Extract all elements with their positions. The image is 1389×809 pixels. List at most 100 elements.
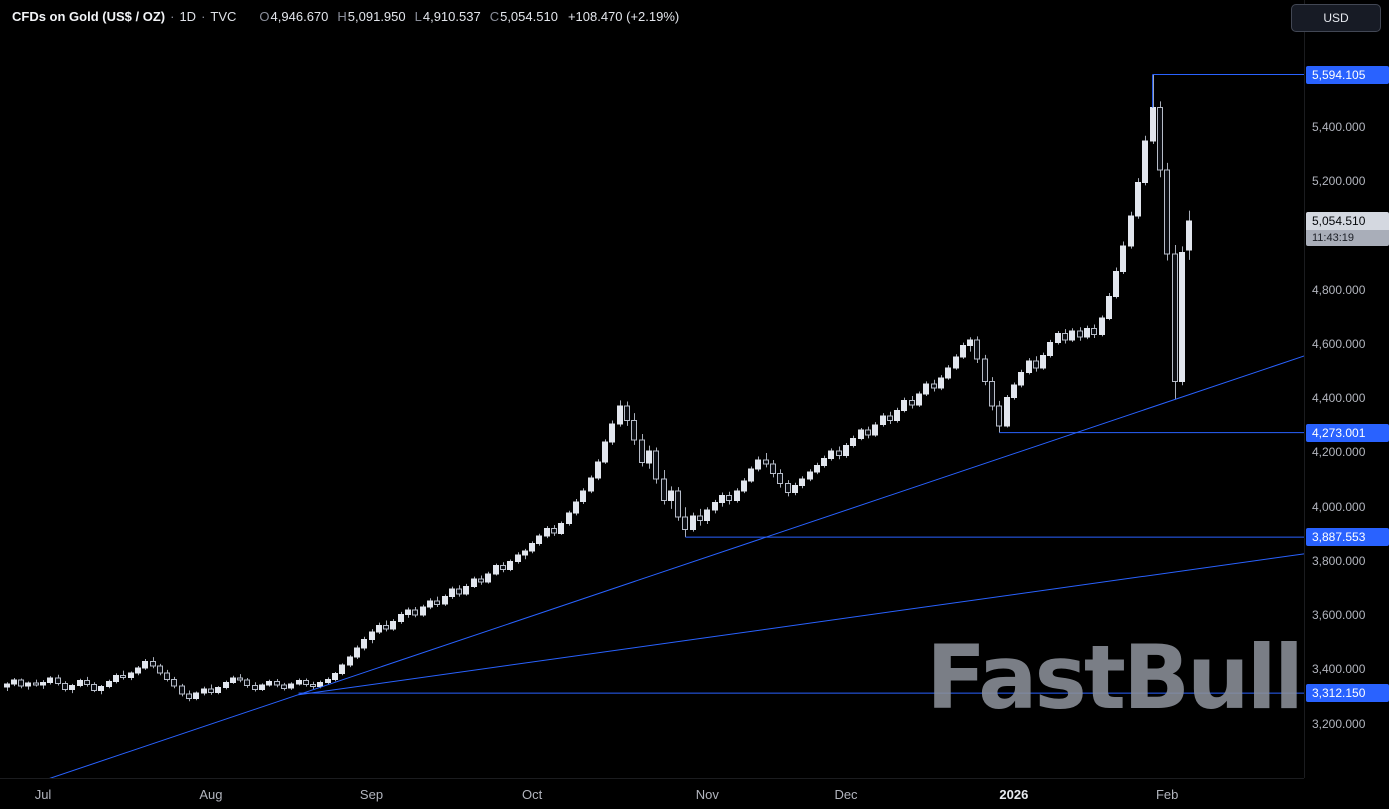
price-tick-label: 4,800.000 <box>1312 282 1366 297</box>
price-tick-label: 4,000.000 <box>1312 499 1366 514</box>
price-tick-label: 4,200.000 <box>1312 445 1366 460</box>
candle <box>1135 182 1141 217</box>
time-tick-label: Aug <box>199 787 223 802</box>
time-tick-label: Sep <box>359 787 384 802</box>
candle <box>47 677 53 683</box>
candle <box>617 405 623 425</box>
price-tick-label: 5,400.000 <box>1312 120 1366 135</box>
price-tick-label: 4,600.000 <box>1312 337 1366 351</box>
candle <box>1172 253 1178 382</box>
candle <box>208 688 214 693</box>
candle <box>595 461 601 479</box>
candle <box>11 679 17 685</box>
candle <box>1186 220 1192 251</box>
exchange-label: TVC <box>210 9 237 24</box>
candle <box>274 681 280 686</box>
candle <box>91 684 97 691</box>
candle <box>828 450 834 459</box>
candle <box>960 344 966 358</box>
candle <box>507 560 513 571</box>
candle <box>1062 333 1068 341</box>
candle <box>1150 107 1156 142</box>
currency-toggle-button[interactable]: USD <box>1291 4 1381 32</box>
candle <box>500 565 506 571</box>
candle <box>529 543 535 552</box>
candle <box>887 415 893 421</box>
candle <box>544 527 550 537</box>
candle <box>836 450 842 457</box>
legend-separator: · <box>201 9 206 24</box>
candle <box>18 679 24 687</box>
candle <box>230 677 236 683</box>
time-tick-label: Oct <box>521 787 543 802</box>
candle <box>485 573 491 583</box>
candle <box>967 339 973 346</box>
candle <box>288 683 294 689</box>
candle <box>1033 360 1039 369</box>
candle <box>347 656 353 666</box>
timeframe-label[interactable]: 1D <box>179 9 197 24</box>
candle <box>383 624 389 630</box>
time-axis[interactable]: Jul Aug Sep Oct Nov Dec 2026 Feb <box>0 778 1304 809</box>
candle <box>624 405 630 421</box>
candlestick-plot[interactable] <box>0 0 1304 778</box>
candle <box>1047 342 1053 356</box>
candle <box>821 457 827 466</box>
time-tick-label: Feb <box>1155 787 1179 802</box>
candle <box>865 429 871 436</box>
candle <box>690 515 696 531</box>
candle <box>916 393 922 406</box>
candle <box>259 684 265 690</box>
trendline[interactable] <box>298 541 1305 696</box>
low-value: 4,910.537 <box>422 9 481 24</box>
ohlc-values: O4,946.670 H5,091.950 L4,910.537 C5,054.510 <box>250 9 558 24</box>
candle <box>566 512 572 525</box>
candle <box>653 450 659 480</box>
candle <box>931 383 937 389</box>
price-tick-label: 3,400.000 <box>1312 662 1366 677</box>
candle <box>777 473 783 485</box>
symbol-title[interactable]: CFDs on Gold (US$ / OZ) <box>12 9 166 24</box>
candle <box>296 680 302 685</box>
candle <box>69 685 75 691</box>
candle <box>266 681 272 686</box>
price-axis[interactable]: 5,400.000 5,200.000 4,800.000 4,600.000 4,40… <box>1304 0 1389 778</box>
candle <box>179 685 185 695</box>
candle <box>325 679 331 683</box>
candle <box>33 682 39 686</box>
last-price-axis-label: 5,054.510 11:43:19 <box>1306 211 1389 246</box>
open-label: O <box>259 9 270 24</box>
price-tick-label: 4,400.000 <box>1312 391 1366 406</box>
candle <box>785 483 791 494</box>
candle <box>463 585 469 595</box>
candle <box>515 554 521 562</box>
candle <box>646 450 652 464</box>
candle <box>588 477 594 492</box>
candle <box>763 459 769 465</box>
candle <box>675 490 681 518</box>
candle <box>799 478 805 486</box>
candle <box>748 468 754 482</box>
candle <box>420 606 426 616</box>
candle <box>193 692 199 700</box>
drawings[interactable] <box>21 74 1305 778</box>
trendline[interactable] <box>21 326 1304 778</box>
candle <box>310 684 316 688</box>
candle <box>442 596 448 605</box>
price-level-axis-label: 3,312.150 <box>1306 684 1389 703</box>
candle <box>1106 296 1112 319</box>
candle <box>157 665 163 674</box>
candle <box>631 419 637 441</box>
last-price-value: 5,054.510 <box>1306 211 1389 230</box>
high-value: 5,091.950 <box>347 9 406 24</box>
candle <box>573 501 579 514</box>
candle <box>792 485 798 493</box>
candle <box>106 681 112 688</box>
candle <box>376 624 382 633</box>
open-value: 4,946.670 <box>270 9 329 24</box>
candle <box>390 621 396 630</box>
candle <box>186 693 192 700</box>
candle <box>1179 251 1185 382</box>
price-level-axis-label: 3,887.553 <box>1306 528 1389 547</box>
legend-separator: · <box>170 9 175 24</box>
